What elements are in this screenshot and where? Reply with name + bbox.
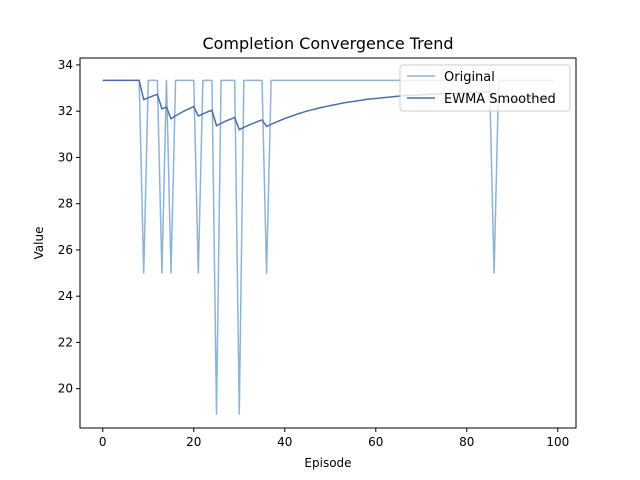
x-tick-label: 100 — [546, 435, 569, 449]
y-tick-label: 32 — [58, 104, 73, 118]
y-tick-label: 20 — [58, 382, 73, 396]
x-axis-label: Episode — [304, 456, 351, 470]
legend-label-original: Original — [444, 70, 495, 85]
plot-frame — [79, 57, 577, 429]
legend-label-ewma-smoothed: EWMA Smoothed — [444, 92, 556, 107]
y-tick-label: 24 — [58, 289, 73, 303]
x-tick-label: 20 — [186, 435, 201, 449]
ticks-layer: 0 20 40 60 80 100 20 22 24 26 28 30 32 34 — [58, 58, 570, 449]
y-tick-label: 30 — [58, 150, 73, 164]
legend-box — [399, 64, 571, 112]
y-tick-label: 28 — [58, 197, 73, 211]
y-axis-label: Value — [32, 227, 46, 260]
legend: Original EWMA Smoothed — [399, 64, 571, 112]
chart-title: Completion Convergence Trend — [202, 34, 453, 53]
y-tick-label: 26 — [58, 243, 73, 257]
x-tick-label: 0 — [99, 435, 107, 449]
x-tick-label: 60 — [368, 435, 383, 449]
x-tick-label: 80 — [459, 435, 474, 449]
y-tick-label: 22 — [58, 335, 73, 349]
x-tick-label: 40 — [277, 435, 292, 449]
y-tick-label: 34 — [58, 58, 73, 72]
